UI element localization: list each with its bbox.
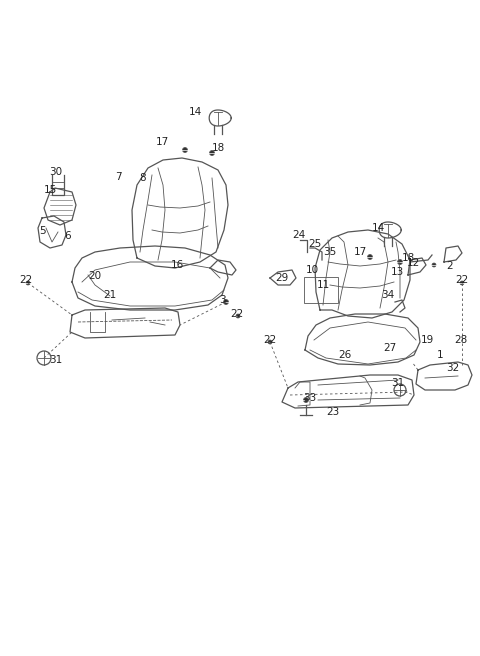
Text: 8: 8 — [140, 173, 146, 183]
Text: 16: 16 — [170, 260, 184, 270]
Text: 21: 21 — [103, 290, 117, 300]
Text: 29: 29 — [276, 273, 288, 283]
Text: 27: 27 — [384, 343, 396, 353]
Text: 15: 15 — [43, 185, 57, 195]
Text: 19: 19 — [420, 335, 433, 345]
Text: 14: 14 — [188, 107, 202, 117]
Circle shape — [397, 260, 403, 264]
Text: 17: 17 — [156, 137, 168, 147]
Text: 11: 11 — [316, 280, 330, 290]
Text: 22: 22 — [456, 275, 468, 285]
Text: 18: 18 — [211, 143, 225, 153]
Text: 13: 13 — [390, 267, 404, 277]
Text: 31: 31 — [49, 355, 62, 365]
Text: 28: 28 — [455, 335, 468, 345]
Text: 23: 23 — [326, 407, 340, 417]
Circle shape — [182, 148, 188, 152]
Text: 5: 5 — [39, 226, 45, 236]
Text: 2: 2 — [447, 261, 453, 271]
Text: 32: 32 — [446, 363, 460, 373]
Text: 14: 14 — [372, 223, 384, 233]
Text: 22: 22 — [264, 335, 276, 345]
Circle shape — [209, 150, 215, 155]
Text: 1: 1 — [437, 350, 444, 360]
Text: 6: 6 — [65, 231, 72, 241]
Circle shape — [26, 281, 30, 285]
Text: 22: 22 — [230, 309, 244, 319]
Text: 34: 34 — [382, 290, 395, 300]
Text: 12: 12 — [407, 258, 420, 268]
Text: 22: 22 — [19, 275, 33, 285]
Circle shape — [268, 340, 272, 344]
Circle shape — [432, 263, 436, 267]
Text: 24: 24 — [292, 230, 306, 240]
Circle shape — [236, 314, 240, 318]
Text: 10: 10 — [305, 265, 319, 275]
Circle shape — [303, 398, 309, 403]
Circle shape — [460, 281, 464, 285]
Text: 20: 20 — [88, 271, 102, 281]
Text: 7: 7 — [115, 172, 121, 182]
Text: 3: 3 — [219, 295, 225, 305]
Text: 17: 17 — [353, 247, 367, 257]
Circle shape — [368, 255, 372, 260]
Text: 31: 31 — [391, 378, 405, 388]
Text: 18: 18 — [401, 253, 415, 263]
Text: 25: 25 — [308, 239, 322, 249]
Text: 26: 26 — [338, 350, 352, 360]
Text: 30: 30 — [49, 167, 62, 177]
Circle shape — [224, 300, 228, 304]
Text: 35: 35 — [324, 247, 336, 257]
Text: 33: 33 — [303, 393, 317, 403]
